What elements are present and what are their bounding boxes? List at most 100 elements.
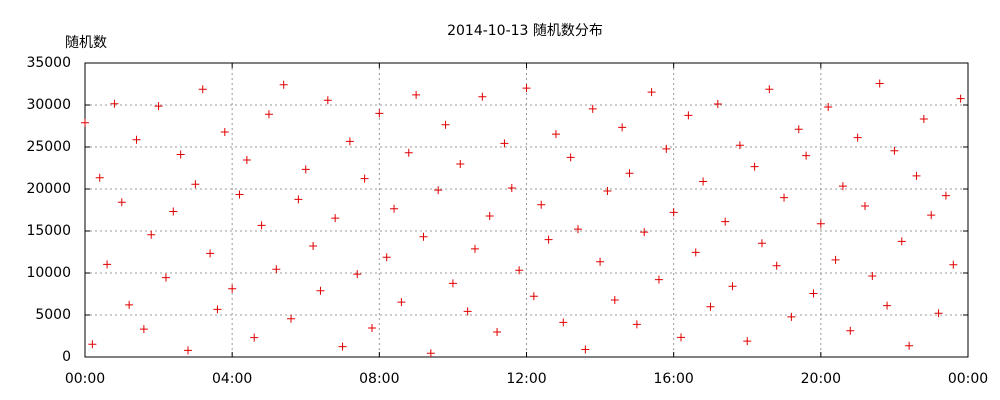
x-tick-label: 04:00 [212, 371, 252, 387]
point [206, 249, 215, 258]
point [640, 228, 649, 237]
point [816, 219, 825, 228]
chart-title: 2014-10-13 随机数分布 [447, 23, 603, 39]
point [662, 144, 671, 153]
point [853, 133, 862, 142]
point [485, 212, 494, 221]
point [264, 110, 273, 119]
point [345, 137, 354, 146]
point [353, 270, 362, 279]
point [721, 217, 730, 226]
point [88, 340, 97, 349]
point [323, 96, 332, 105]
point [780, 193, 789, 202]
point [132, 135, 141, 144]
point [544, 235, 553, 244]
point [632, 320, 641, 329]
point [699, 177, 708, 186]
point [397, 298, 406, 307]
point [117, 198, 126, 207]
point [287, 314, 296, 323]
point [846, 326, 855, 335]
point [257, 221, 266, 230]
point [677, 333, 686, 342]
point [235, 190, 244, 199]
point [294, 195, 303, 204]
point [191, 180, 200, 189]
point [456, 159, 465, 168]
point [684, 111, 693, 120]
plot-frame [84, 62, 969, 358]
point [81, 118, 89, 127]
point [824, 103, 833, 112]
point [669, 208, 678, 217]
point [404, 148, 413, 157]
point [338, 342, 347, 351]
x-tick-label: 12:00 [506, 371, 546, 387]
point [390, 204, 399, 213]
point [95, 173, 104, 182]
y-tick-label: 15000 [26, 223, 71, 239]
point [941, 191, 950, 200]
point [838, 182, 847, 191]
point [331, 214, 340, 223]
y-tick-label: 5000 [35, 307, 71, 323]
point [441, 120, 450, 129]
point [176, 150, 185, 159]
point [757, 239, 766, 248]
point [279, 80, 288, 89]
point [566, 153, 575, 162]
point [647, 88, 656, 97]
point [272, 265, 281, 274]
point [912, 171, 921, 180]
point [139, 325, 148, 334]
point [220, 128, 229, 137]
point [515, 266, 524, 275]
y-tick-label: 10000 [26, 265, 71, 281]
point [529, 292, 538, 301]
y-axis-label: 随机数 [65, 35, 107, 51]
point [802, 151, 811, 160]
point [478, 92, 487, 101]
point [250, 333, 259, 342]
point [493, 327, 502, 336]
point [787, 312, 796, 321]
x-tick-label: 08:00 [359, 371, 399, 387]
point [868, 271, 877, 280]
point [603, 187, 612, 196]
point [905, 341, 914, 350]
y-tick-label: 25000 [26, 139, 71, 155]
point [463, 307, 472, 316]
y-tick-label: 35000 [26, 55, 71, 71]
y-tick-label: 30000 [26, 97, 71, 113]
point [309, 242, 318, 251]
point [375, 109, 384, 118]
point [618, 123, 627, 132]
point [412, 90, 421, 99]
point [161, 273, 170, 282]
point [169, 207, 178, 216]
point [890, 146, 899, 155]
point [559, 318, 568, 327]
point [242, 156, 251, 165]
point [184, 346, 193, 355]
point [367, 324, 376, 333]
point [154, 102, 163, 111]
point [213, 305, 222, 314]
point [470, 244, 479, 253]
y-tick-label: 0 [62, 349, 71, 365]
point [794, 125, 803, 134]
point [743, 337, 752, 346]
point [654, 275, 663, 284]
point [382, 253, 391, 262]
point [625, 169, 634, 178]
point [301, 165, 310, 174]
point [927, 211, 936, 220]
point [228, 284, 237, 293]
point [765, 85, 774, 94]
point [809, 289, 818, 298]
point [507, 183, 516, 192]
point [588, 104, 597, 113]
point [537, 200, 546, 209]
